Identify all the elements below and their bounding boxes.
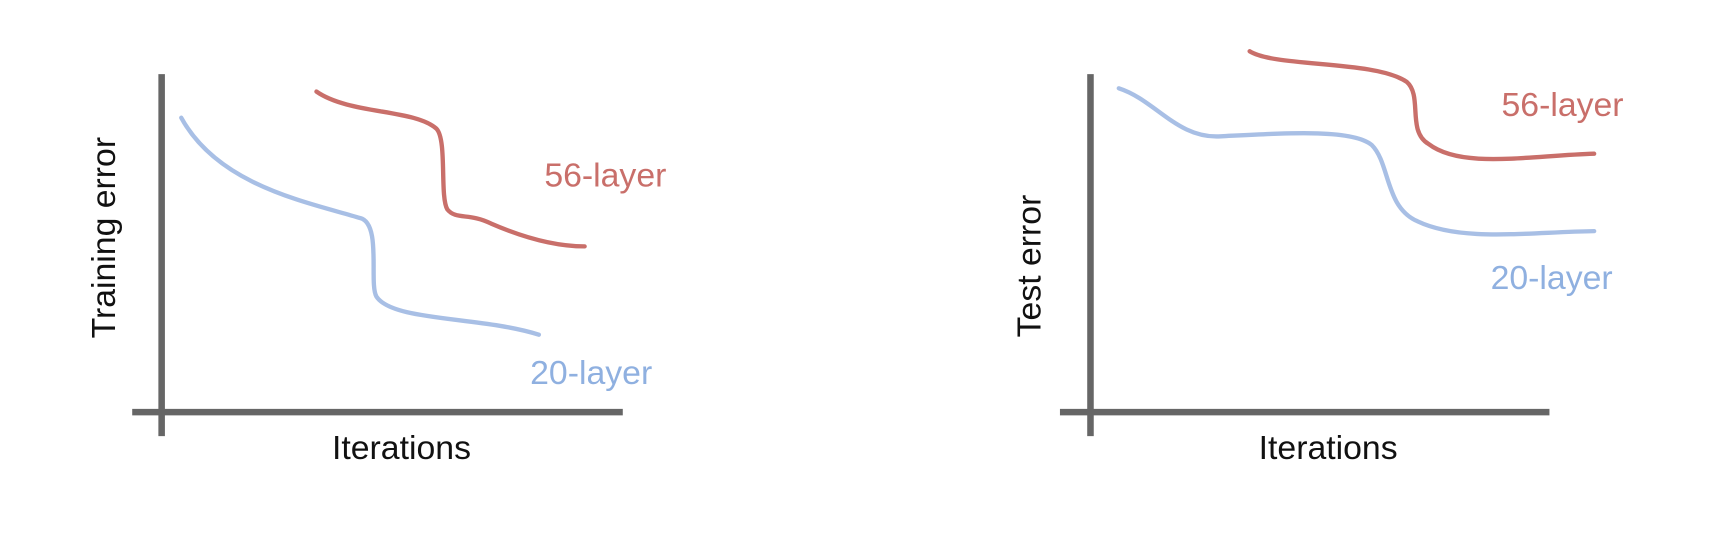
training-panel: Training error Iterations 56-layer 20-la… xyxy=(85,74,666,467)
x-label: Iterations xyxy=(332,429,471,467)
series-label: 20-layer xyxy=(1491,259,1613,297)
test-panel: Test error Iterations 56-layer 20-layer xyxy=(1011,49,1624,467)
curve-20-layer xyxy=(179,115,542,337)
series-label: 56-layer xyxy=(544,157,666,195)
y-label: Training error xyxy=(85,137,123,338)
series-label: 20-layer xyxy=(530,354,652,392)
curve-20-layer xyxy=(1116,86,1597,237)
y-label: Test error xyxy=(1011,195,1049,338)
curve-56-layer xyxy=(314,89,587,249)
x-label: Iterations xyxy=(1259,429,1398,467)
series-label: 56-layer xyxy=(1502,86,1624,124)
curve-56-layer xyxy=(1247,49,1597,162)
